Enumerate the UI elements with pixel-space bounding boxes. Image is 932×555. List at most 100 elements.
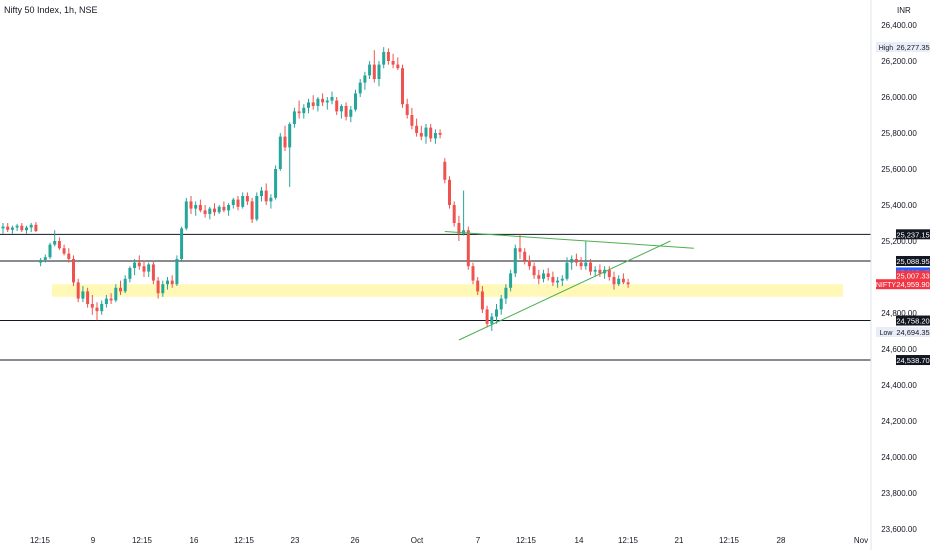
- candle-body: [593, 269, 597, 272]
- candle-body: [598, 269, 602, 274]
- candle-body: [241, 196, 245, 207]
- candle-body: [109, 298, 113, 301]
- trendline: [444, 230, 694, 249]
- y-tick-label: 24,600.00: [881, 345, 917, 354]
- candle-body: [62, 248, 66, 254]
- x-tick-label: 12:15: [516, 536, 537, 545]
- price-tag-name: NIFTY: [876, 282, 897, 289]
- candle-body: [349, 109, 353, 117]
- y-tick-label: 25,800.00: [881, 129, 917, 138]
- candle-body: [560, 278, 564, 281]
- price-level-badge: [896, 355, 930, 366]
- candle-body: [339, 106, 343, 112]
- candle-body: [452, 205, 456, 223]
- candle-body: [147, 264, 151, 272]
- x-tick-label: 7: [476, 536, 481, 545]
- price-level-badge-text: 25,237.15: [896, 230, 929, 239]
- candle-body: [264, 190, 268, 202]
- candle-body: [137, 262, 141, 267]
- candle-body: [180, 228, 184, 259]
- candle-body: [297, 111, 301, 114]
- x-tick-label: 12:15: [234, 536, 255, 545]
- candle-body: [462, 230, 466, 234]
- candle-body: [509, 273, 513, 288]
- candle-body: [466, 230, 470, 267]
- candle-body: [76, 282, 80, 299]
- candle-body: [372, 64, 376, 79]
- candle-body: [213, 208, 216, 213]
- candle-body: [43, 257, 47, 260]
- candle-body: [335, 100, 339, 112]
- candle-body: [589, 262, 592, 272]
- candle-body: [344, 106, 348, 117]
- candle-body: [523, 251, 527, 261]
- candle-body: [236, 199, 240, 207]
- candle-body: [217, 206, 221, 213]
- candle-body: [518, 248, 522, 252]
- price-level-badge-text: 24,758.20: [896, 317, 929, 326]
- candle-body: [485, 309, 489, 324]
- candle-body: [198, 205, 202, 211]
- price-level-badge: [896, 315, 930, 326]
- price-level-badge-text: 24,538.70: [896, 356, 929, 365]
- x-tick-label: 26: [351, 536, 360, 545]
- candle-body: [391, 61, 395, 65]
- candle-body: [222, 206, 226, 211]
- y-tick-label: 25,200.00: [881, 237, 917, 246]
- candle-body: [48, 244, 52, 258]
- candle-body: [95, 307, 99, 312]
- x-tick-label: 23: [291, 536, 300, 545]
- candle-body: [203, 210, 207, 214]
- y-tick-label: 24,400.00: [881, 381, 917, 390]
- candle-body: [358, 82, 362, 94]
- y-tick-label: 25,400.00: [881, 201, 917, 210]
- x-tick-label: 14: [575, 536, 584, 545]
- y-tick-label: 26,400.00: [881, 21, 917, 30]
- candle-body: [81, 291, 85, 299]
- candle-body: [542, 273, 545, 279]
- candle-body: [368, 64, 372, 76]
- candle-body: [156, 280, 160, 294]
- candle-body: [551, 277, 555, 283]
- candle-body: [443, 161, 447, 180]
- y-tick-label: 26,000.00: [881, 93, 917, 102]
- candle-body: [480, 291, 484, 310]
- candle-body: [123, 278, 127, 292]
- candle-body: [255, 196, 259, 220]
- x-tick-label: 9: [91, 536, 96, 545]
- candle-body: [499, 298, 503, 310]
- candle-body: [57, 241, 61, 249]
- candle-body: [269, 197, 273, 202]
- candle-body: [626, 282, 630, 285]
- candle-body: [260, 190, 263, 196]
- candle-body: [579, 262, 583, 267]
- candle-body: [429, 127, 433, 139]
- candle-body: [316, 98, 320, 106]
- x-tick-label: 16: [190, 536, 199, 545]
- candle-body: [25, 227, 28, 231]
- price-tag-value-box: [896, 42, 930, 53]
- candle-body: [574, 259, 578, 263]
- candle-body: [15, 225, 19, 228]
- candle-body: [250, 201, 254, 220]
- candle-body: [86, 291, 90, 304]
- price-tag-value: 25,007.33: [896, 272, 929, 281]
- candle-body: [321, 98, 325, 103]
- price-level-badge-text: 25,088.95: [896, 257, 929, 266]
- price-tag-name-box: [876, 279, 896, 290]
- candle-body: [67, 253, 71, 259]
- currency-label[interactable]: INR: [897, 6, 911, 15]
- candle-body: [471, 266, 475, 281]
- candle-body: [363, 75, 367, 83]
- candle-body: [621, 278, 625, 283]
- candle-body: [617, 278, 621, 285]
- price-tag-value-box: [896, 270, 930, 281]
- candle-body: [490, 316, 494, 324]
- x-tick-label: 12:15: [618, 536, 639, 545]
- y-tick-label: 24,200.00: [881, 417, 917, 426]
- price-tag-name: Low: [880, 330, 894, 337]
- price-tag-value-box: [896, 327, 930, 338]
- support-zone: [52, 284, 843, 297]
